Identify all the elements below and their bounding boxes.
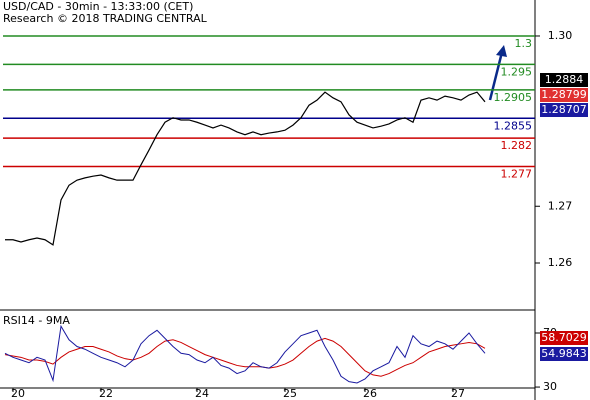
x-tick-label: 24 [195,387,209,400]
price-line [5,91,486,246]
rsi-last: 58.7029 [541,331,587,344]
x-tick-label: 20 [11,387,25,400]
level-label: 1.3 [515,37,533,50]
forecast-arrow [488,51,504,101]
x-tick-label: 25 [283,387,297,400]
rsi-last-box [540,347,588,361]
rsi-line [4,324,486,384]
rsi-line [4,337,486,377]
rsi-last-box [540,331,588,345]
ma-label: 1.28799 [541,88,587,101]
level-label: 1.282 [501,139,533,152]
last-price-box [540,73,588,87]
x-tick-label: 26 [363,387,377,400]
rsi-title: RSI14 - 9MA [3,314,70,327]
chart-subtitle: Research © 2018 TRADING CENTRAL [3,12,208,25]
rsi-last: 54.9843 [541,347,587,360]
x-tick-label: 22 [99,387,113,400]
forecast-arrow-head [496,45,507,57]
chart-title: USD/CAD - 30min - 13:33:00 (CET) [3,0,193,13]
level-label: 1.2905 [494,91,533,104]
y-tick-label: 1.26 [548,256,573,269]
level-label: 1.295 [501,65,533,78]
y-tick-label: 1.30 [548,29,573,42]
ma-label: 1.28707 [541,103,587,116]
x-tick-label: 27 [451,387,465,400]
last-price: 1.2884 [545,73,584,86]
ma-label-box [540,88,588,102]
ma-label-box [540,103,588,117]
level-label: 1.2855 [494,119,533,132]
y-tick-label: 30 [543,380,557,393]
level-label: 1.277 [501,168,533,181]
y-tick-label: 1.27 [548,199,573,212]
